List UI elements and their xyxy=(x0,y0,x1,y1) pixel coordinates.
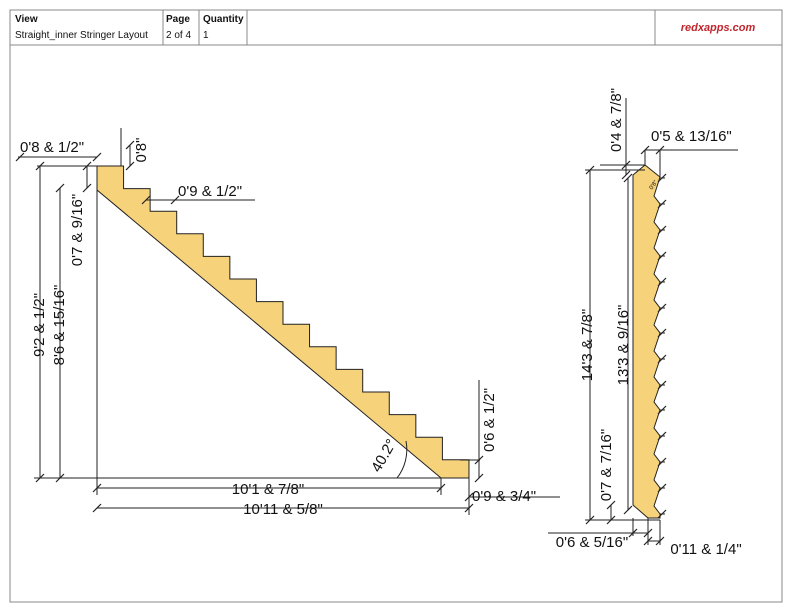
dimension-label: 0'7 & 7/16" xyxy=(598,429,615,501)
header-label: Quantity xyxy=(203,14,244,25)
angle-arc xyxy=(396,440,408,479)
stringer xyxy=(632,164,661,519)
header-label: Page xyxy=(166,14,190,25)
dimension-tick xyxy=(643,536,653,546)
dimension-label: 0'8 & 1/2" xyxy=(20,139,84,156)
dimension-tick xyxy=(657,431,667,441)
angle-label: 40.2° xyxy=(368,436,400,475)
dimension-tick xyxy=(35,161,45,171)
dimension-tick xyxy=(657,328,667,338)
dimension-label: 0'6 & 1/2" xyxy=(481,388,498,452)
dimension-tick xyxy=(621,170,631,180)
dimension-label: 9'2 & 1/2" xyxy=(31,293,48,357)
header-label: View xyxy=(15,14,38,25)
dimension-tick xyxy=(657,277,667,287)
dimension-label: 8'6 & 15/16" xyxy=(51,285,68,366)
dimension-label: 0'7 & 9/16" xyxy=(69,194,86,266)
dimension-tick xyxy=(657,173,667,183)
drawing xyxy=(15,98,738,546)
dimension-tick xyxy=(464,492,474,502)
dimension-tick xyxy=(655,536,665,546)
stringer xyxy=(96,165,470,479)
logo: redxapps.com xyxy=(681,22,756,34)
dimension-label: 10'11 & 5/8" xyxy=(243,501,323,518)
dimension-tick xyxy=(170,195,180,205)
dimension-tick xyxy=(657,199,667,209)
dimension-tick xyxy=(657,380,667,390)
dimension-tick xyxy=(657,354,667,364)
dimension-tick xyxy=(621,160,631,170)
dimension-tick xyxy=(623,505,633,515)
dimension-tick xyxy=(657,483,667,493)
dimension-label: 0'9 & 3/4" xyxy=(472,488,536,505)
dimension-tick xyxy=(15,152,25,162)
dimension-tick xyxy=(657,509,667,519)
dimension-label: 13'3 & 9/16" xyxy=(615,305,632,386)
dimension-label: 0'4 & 7/8" xyxy=(608,88,625,152)
dimension-label: 0'5 & 13/16" xyxy=(651,128,732,145)
dimension-label: 0'8" xyxy=(133,138,150,163)
dimension-tick xyxy=(82,161,92,171)
dimension-tick xyxy=(92,503,102,513)
dimension-tick xyxy=(657,457,667,467)
header-value: 1 xyxy=(203,30,209,41)
dimension-tick xyxy=(474,473,484,483)
dimension-tick xyxy=(82,183,92,193)
header-value: 2 of 4 xyxy=(166,30,191,41)
dimension-tick xyxy=(125,161,135,171)
dimension-tick xyxy=(585,165,595,175)
dimension-tick xyxy=(464,503,474,513)
dimension-tick xyxy=(657,303,667,313)
dimension-tick xyxy=(92,483,102,493)
dimension-label: 10'1 & 7/8" xyxy=(232,481,304,498)
dimension-label: 0'9 & 1/2" xyxy=(178,183,242,200)
dimension-label: 14'3 & 7/8" xyxy=(579,309,596,381)
dimension-tick xyxy=(657,251,667,261)
dimension-tick xyxy=(657,225,667,235)
dimension-tick xyxy=(141,195,151,205)
dimension-label: 0'6 & 5/16" xyxy=(556,534,628,551)
dimension-label: 0'8" xyxy=(649,180,660,192)
page-border xyxy=(9,9,783,603)
dimension-tick xyxy=(623,173,633,183)
dimension-tick xyxy=(92,152,102,162)
dimension-label: 0'11 & 1/4" xyxy=(670,541,741,558)
dimension-tick xyxy=(55,183,65,193)
dimension-tick xyxy=(125,140,135,150)
dimension-tick xyxy=(657,405,667,415)
header-value: Straight_inner Stringer Layout xyxy=(15,30,148,41)
dimension-tick xyxy=(606,500,616,510)
